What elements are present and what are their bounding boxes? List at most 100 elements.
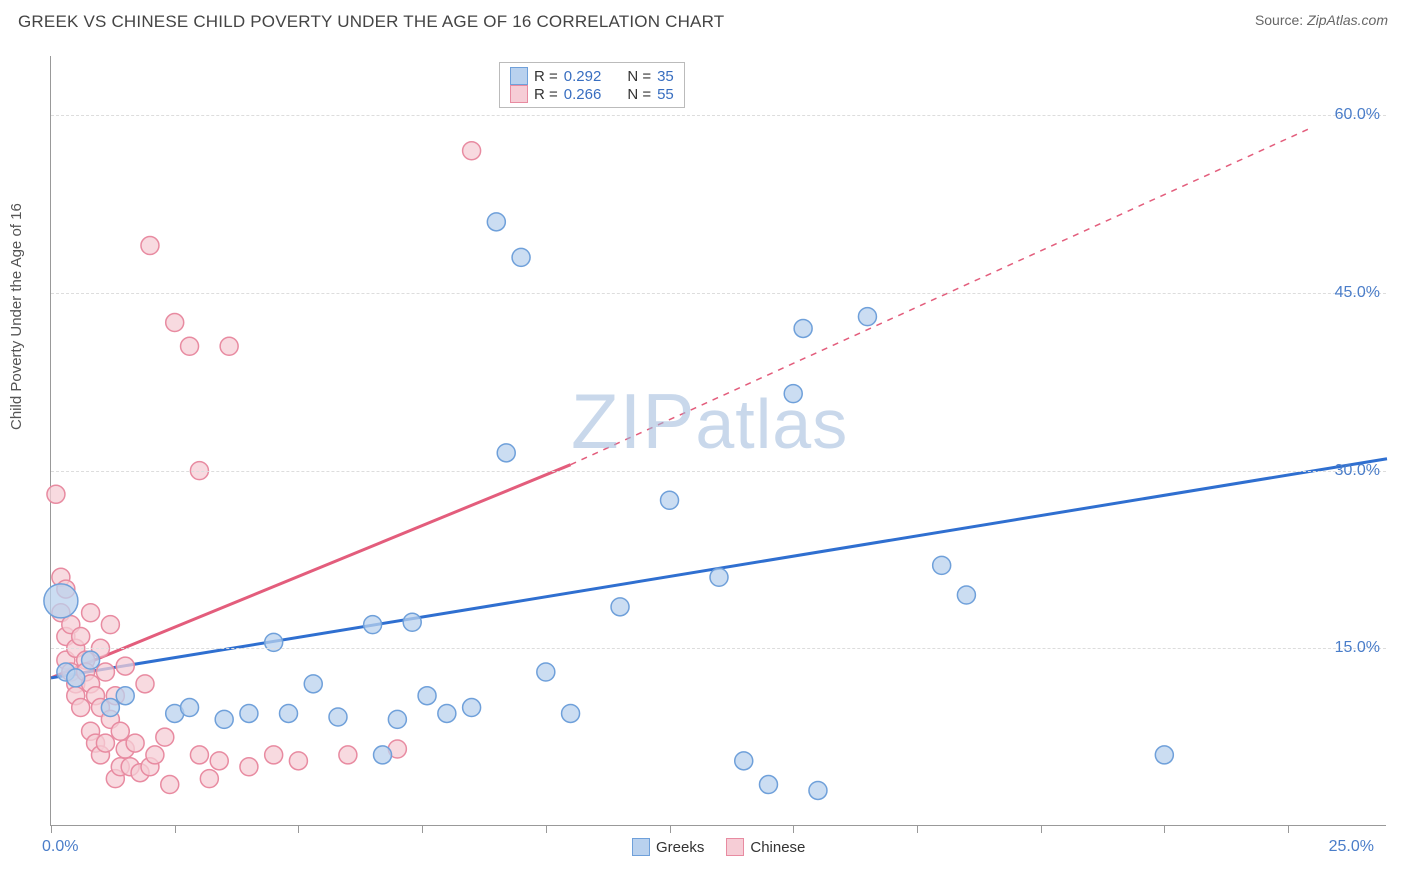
x-tick xyxy=(175,825,176,833)
legend-item-greeks: Greeks xyxy=(632,838,704,856)
chart-plot-area: ZIPatlas R = 0.292 N = 35 R = 0.266 N = … xyxy=(50,56,1386,826)
legend-stats-box: R = 0.292 N = 35 R = 0.266 N = 55 xyxy=(499,62,685,108)
point-greeks xyxy=(661,491,679,509)
point-greeks xyxy=(710,568,728,586)
point-greeks xyxy=(759,776,777,794)
point-chinese xyxy=(161,776,179,794)
point-chinese xyxy=(200,770,218,788)
point-greeks xyxy=(101,699,119,717)
point-greeks xyxy=(403,613,421,631)
x-tick xyxy=(1041,825,1042,833)
legend-stats-greeks: R = 0.292 N = 35 xyxy=(510,67,674,85)
point-chinese xyxy=(141,237,159,255)
legend-swatch-greeks xyxy=(510,67,528,85)
point-chinese xyxy=(96,734,114,752)
point-greeks xyxy=(438,704,456,722)
point-chinese xyxy=(210,752,228,770)
trend-chinese-dashed xyxy=(571,127,1313,465)
point-chinese xyxy=(47,485,65,503)
point-greeks xyxy=(537,663,555,681)
x-tick xyxy=(670,825,671,833)
point-chinese xyxy=(265,746,283,764)
point-greeks xyxy=(304,675,322,693)
point-greeks xyxy=(240,704,258,722)
point-chinese xyxy=(190,746,208,764)
point-greeks xyxy=(933,556,951,574)
point-greeks xyxy=(957,586,975,604)
point-chinese xyxy=(463,142,481,160)
point-chinese xyxy=(289,752,307,770)
point-chinese xyxy=(339,746,357,764)
point-greeks xyxy=(82,651,100,669)
point-greeks xyxy=(67,669,85,687)
x-tick xyxy=(793,825,794,833)
x-axis-origin-label: 0.0% xyxy=(42,838,78,856)
point-greeks xyxy=(418,687,436,705)
point-greeks xyxy=(364,616,382,634)
point-greeks xyxy=(611,598,629,616)
legend-greeks-r: 0.292 xyxy=(564,68,602,85)
y-tick-label: 30.0% xyxy=(1335,462,1380,480)
point-chinese xyxy=(96,663,114,681)
legend-series: Greeks Chinese xyxy=(632,838,805,856)
point-greeks xyxy=(858,308,876,326)
point-chinese xyxy=(240,758,258,776)
x-tick xyxy=(546,825,547,833)
legend-chinese-r: 0.266 xyxy=(564,86,602,103)
scatter-svg xyxy=(51,56,1386,825)
source-name: ZipAtlas.com xyxy=(1307,12,1388,28)
x-tick xyxy=(1164,825,1165,833)
gridline-h xyxy=(51,648,1386,649)
point-chinese xyxy=(156,728,174,746)
point-chinese xyxy=(136,675,154,693)
x-axis-max-label: 25.0% xyxy=(1329,838,1374,856)
point-greeks xyxy=(388,710,406,728)
y-axis-label: Child Poverty Under the Age of 16 xyxy=(8,203,25,430)
point-chinese xyxy=(116,657,134,675)
chart-title: GREEK VS CHINESE CHILD POVERTY UNDER THE… xyxy=(18,12,724,32)
point-chinese xyxy=(126,734,144,752)
point-chinese xyxy=(220,337,238,355)
point-greeks xyxy=(497,444,515,462)
point-greeks xyxy=(809,781,827,799)
y-tick-label: 15.0% xyxy=(1335,639,1380,657)
point-chinese xyxy=(111,722,129,740)
source-attribution: Source: ZipAtlas.com xyxy=(1255,12,1388,28)
legend-greeks-n: 35 xyxy=(657,68,674,85)
legend-chinese-n: 55 xyxy=(657,86,674,103)
point-greeks xyxy=(280,704,298,722)
point-greeks xyxy=(784,385,802,403)
point-chinese xyxy=(146,746,164,764)
point-chinese xyxy=(72,627,90,645)
point-chinese xyxy=(181,337,199,355)
point-greeks xyxy=(512,248,530,266)
x-tick xyxy=(422,825,423,833)
trend-chinese xyxy=(51,465,571,678)
legend-swatch-chinese xyxy=(510,85,528,103)
gridline-h xyxy=(51,115,1386,116)
point-greeks xyxy=(181,699,199,717)
x-tick xyxy=(917,825,918,833)
legend-stats-chinese: R = 0.266 N = 55 xyxy=(510,85,674,103)
point-greeks xyxy=(463,699,481,717)
point-greeks xyxy=(794,319,812,337)
point-chinese xyxy=(166,314,184,332)
x-tick xyxy=(51,825,52,833)
gridline-h xyxy=(51,471,1386,472)
point-greeks xyxy=(44,584,78,618)
point-greeks xyxy=(1155,746,1173,764)
y-tick-label: 60.0% xyxy=(1335,106,1380,124)
x-tick xyxy=(1288,825,1289,833)
point-greeks xyxy=(116,687,134,705)
y-tick-label: 45.0% xyxy=(1335,284,1380,302)
point-greeks xyxy=(487,213,505,231)
legend-item-chinese: Chinese xyxy=(726,838,805,856)
source-prefix: Source: xyxy=(1255,12,1307,28)
point-greeks xyxy=(329,708,347,726)
point-greeks xyxy=(562,704,580,722)
point-chinese xyxy=(101,616,119,634)
point-greeks xyxy=(735,752,753,770)
point-chinese xyxy=(82,604,100,622)
point-greeks xyxy=(215,710,233,728)
point-greeks xyxy=(374,746,392,764)
